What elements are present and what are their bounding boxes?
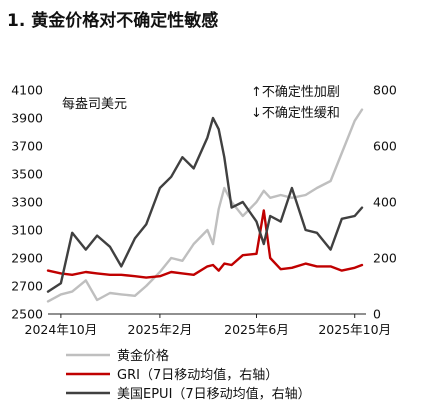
x-tick-label: 2025年2月 [128, 322, 193, 337]
y-left-tick-label: 2500 [11, 307, 43, 322]
y-left-tick-label: 3100 [11, 223, 43, 238]
y-left-tick-label: 2700 [11, 279, 43, 294]
y-left-tick-label: 2900 [11, 251, 43, 266]
x-tick-label: 2025年10月 [318, 322, 391, 337]
y-left-tick-label: 3500 [11, 167, 43, 182]
y-left-tick-label: 3900 [11, 111, 43, 126]
note-uncertainty-down: ↓不确定性缓和 [251, 106, 340, 121]
series-line-1 [46, 108, 364, 303]
y-right-tick-label: 0 [373, 307, 381, 322]
series-line-2 [46, 209, 364, 279]
y-left-tick-label: 4100 [11, 83, 43, 98]
y-right-tick-label: 200 [373, 251, 397, 266]
legend-label-3: 美国EPUI（7日移动均值，右轴） [117, 386, 311, 402]
y-left-tick-label: 3700 [11, 139, 43, 154]
y-right-tick-label: 400 [373, 195, 397, 210]
chart-title: 1. 黄金价格对不确定性敏感 [7, 11, 219, 31]
note-uncertainty-up: ↑不确定性加剧 [251, 85, 340, 100]
y-right-tick-label: 600 [373, 139, 397, 154]
left-axis-unit: 每盎司美元 [62, 96, 127, 112]
series-group [46, 108, 364, 303]
legend: 黄金价格 GRI（7日移动均值，右轴） 美国EPUI（7日移动均值，右轴） [66, 348, 311, 402]
x-tick-label: 2025年6月 [224, 322, 289, 337]
y-left-tick-label: 3300 [11, 195, 43, 210]
series-line-3 [46, 116, 364, 293]
axes-group: 2500 2700 2900 3100 3300 3500 3700 3900 4100 0 200… [11, 83, 397, 338]
legend-label-1: 黄金价格 [117, 348, 169, 364]
x-tick-label: 2024年10月 [25, 322, 98, 337]
legend-label-2: GRI（7日移动均值，右轴） [117, 367, 278, 383]
y-right-tick-label: 800 [373, 83, 397, 98]
